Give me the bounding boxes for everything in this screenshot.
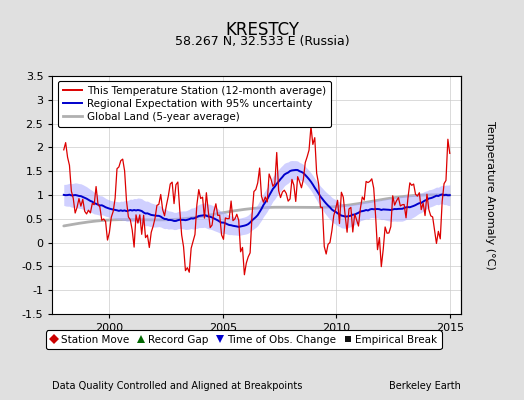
Text: 58.267 N, 32.533 E (Russia): 58.267 N, 32.533 E (Russia) <box>174 36 350 48</box>
Text: Data Quality Controlled and Aligned at Breakpoints: Data Quality Controlled and Aligned at B… <box>52 381 303 391</box>
Text: KRESTCY: KRESTCY <box>225 21 299 39</box>
Y-axis label: Temperature Anomaly (°C): Temperature Anomaly (°C) <box>485 121 495 269</box>
Legend: This Temperature Station (12-month average), Regional Expectation with 95% uncer: This Temperature Station (12-month avera… <box>58 81 331 127</box>
Text: Berkeley Earth: Berkeley Earth <box>389 381 461 391</box>
Legend: Station Move, Record Gap, Time of Obs. Change, Empirical Break: Station Move, Record Gap, Time of Obs. C… <box>46 330 442 349</box>
